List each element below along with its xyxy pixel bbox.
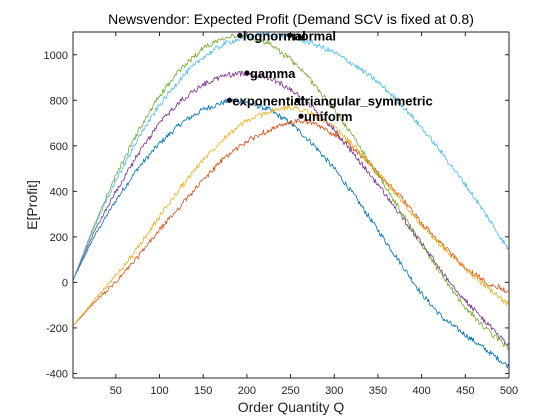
chart-title: Newsvendor: Expected Profit (Demand SCV … bbox=[108, 11, 474, 27]
x-tick-label: 150 bbox=[194, 385, 212, 397]
x-tick-label: 350 bbox=[369, 385, 387, 397]
series-line-4 bbox=[73, 70, 509, 347]
y-tick-label: -400 bbox=[46, 368, 68, 380]
y-tick-label: -200 bbox=[46, 323, 68, 335]
y-tick-label: 1000 bbox=[44, 50, 68, 62]
y-tick-label: 400 bbox=[50, 186, 68, 198]
annotation-marker bbox=[237, 32, 243, 39]
annotation-label: exponential bbox=[232, 93, 304, 108]
annotation-label: uniform bbox=[304, 109, 352, 124]
x-tick-label: 500 bbox=[500, 385, 518, 397]
annotation-marker bbox=[298, 113, 304, 119]
x-tick-label: 200 bbox=[238, 385, 256, 397]
y-tick-label: 0 bbox=[62, 277, 68, 289]
series-line-5 bbox=[73, 32, 509, 351]
annotation-label: gamma bbox=[250, 66, 296, 81]
x-tick-label: 400 bbox=[412, 385, 430, 397]
series-line-3 bbox=[73, 104, 509, 326]
y-tick-label: 200 bbox=[50, 232, 68, 244]
x-tick-label: 100 bbox=[150, 385, 168, 397]
annotation-marker bbox=[287, 32, 293, 39]
annotation-label: lognormal bbox=[243, 28, 306, 43]
annotation-label: triangular_symmetric bbox=[301, 93, 433, 108]
annotation-marker bbox=[226, 97, 233, 103]
x-tick-label: 300 bbox=[325, 385, 343, 397]
x-tick-label: 50 bbox=[110, 385, 122, 397]
x-axis-label: Order Quantity Q bbox=[238, 399, 345, 415]
y-axis-label: E[Profit] bbox=[24, 180, 40, 230]
y-tick-label: 800 bbox=[50, 95, 68, 107]
annotation-label: normal bbox=[293, 28, 336, 43]
x-tick-label: 450 bbox=[456, 385, 474, 397]
annotation-marker bbox=[294, 97, 301, 103]
x-ticks: 50 100 150 200 250 300 350 400 450 500 bbox=[110, 32, 518, 397]
y-tick-label: 600 bbox=[50, 141, 68, 153]
y-ticks: -400 -200 0 200 400 600 800 1000 bbox=[44, 50, 509, 380]
x-tick-label: 250 bbox=[281, 385, 299, 397]
annotation-marker bbox=[244, 70, 250, 76]
